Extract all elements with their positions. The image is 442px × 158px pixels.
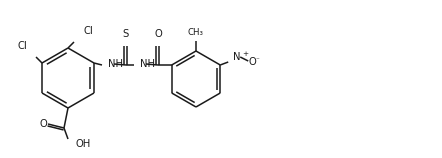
Text: +: + <box>242 51 248 57</box>
Text: ⁻: ⁻ <box>255 57 259 63</box>
Text: O: O <box>39 119 47 129</box>
Text: NH: NH <box>140 59 155 69</box>
Text: S: S <box>123 29 129 39</box>
Text: Cl: Cl <box>17 41 27 51</box>
Text: Cl: Cl <box>83 26 93 36</box>
Text: NH: NH <box>108 59 123 69</box>
Text: OH: OH <box>75 139 90 149</box>
Text: N: N <box>233 52 241 62</box>
Text: CH₃: CH₃ <box>188 28 204 37</box>
Text: O: O <box>248 57 256 67</box>
Text: O: O <box>154 29 162 39</box>
